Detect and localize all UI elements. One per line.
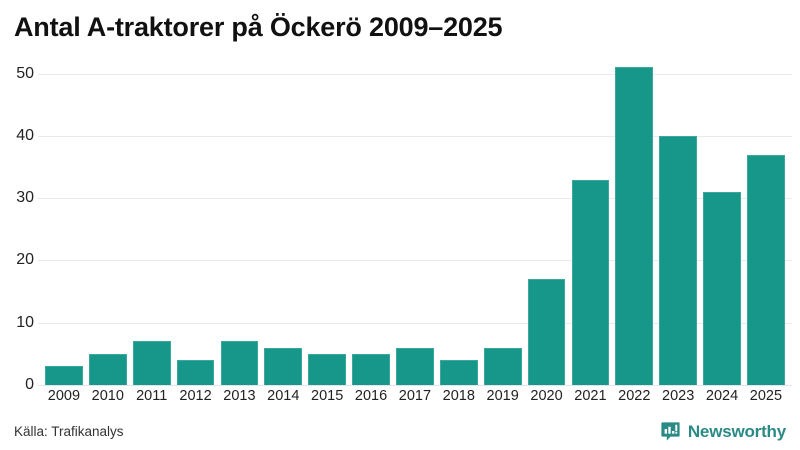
bar-slot-2014 — [261, 55, 305, 385]
source-note: Källa: Trafikanalys — [14, 424, 124, 439]
bar-2014[interactable] — [264, 347, 303, 385]
bar-2010[interactable] — [88, 353, 127, 385]
x-tick-label: 2020 — [530, 388, 563, 404]
bar-2017[interactable] — [396, 347, 434, 385]
y-tick-label: 20 — [16, 251, 34, 269]
gridline — [38, 135, 792, 137]
bar-2015[interactable] — [308, 353, 347, 385]
x-tick-label: 2016 — [354, 388, 388, 404]
bar-slot-2012 — [174, 55, 218, 385]
bar-2023[interactable] — [659, 135, 698, 385]
bar-slot-2019 — [481, 55, 525, 385]
bar-2012[interactable] — [176, 360, 215, 385]
bar-slot-2010 — [86, 55, 130, 385]
newsworthy-logo[interactable]: Newsworthy — [660, 421, 786, 442]
bar-2021[interactable] — [571, 179, 610, 385]
bar-slot-2009 — [42, 55, 86, 385]
gridline — [38, 322, 792, 324]
x-tick-label: 2021 — [574, 388, 607, 404]
plot-area: 0 10 20 30 40 50 — [0, 55, 800, 393]
x-tick-label: 2018 — [442, 388, 475, 404]
bar-2022[interactable] — [615, 67, 654, 385]
bar-slot-2016 — [349, 55, 393, 385]
y-axis: 0 10 20 30 40 50 — [0, 55, 38, 393]
x-tick-label: 2017 — [398, 388, 432, 404]
bar-slot-2015 — [305, 55, 349, 385]
bar-slot-2018 — [437, 55, 481, 385]
x-tick-label: 2023 — [662, 388, 695, 404]
gridlines — [38, 55, 792, 386]
chart-footer: Källa: Trafikanalys Newsworthy — [0, 418, 800, 450]
x-tick-label: 2022 — [618, 388, 651, 404]
gridline — [38, 385, 792, 386]
y-tick-label: 50 — [16, 64, 34, 82]
gridline — [38, 260, 792, 262]
y-tick-label: 40 — [16, 126, 34, 144]
x-tick-label: 2013 — [223, 388, 256, 404]
y-tick-label: 10 — [16, 313, 34, 331]
bar-2024[interactable] — [703, 191, 741, 385]
bar-2019[interactable] — [483, 347, 522, 385]
bar-slot-2020 — [525, 55, 569, 385]
bar-slot-2025 — [744, 55, 788, 385]
x-tick-label: 2011 — [136, 388, 168, 404]
bar-2020[interactable] — [527, 279, 566, 385]
bar-slot-2023 — [656, 55, 700, 385]
bar-slot-2024 — [700, 55, 744, 385]
bar-slot-2013 — [218, 55, 262, 385]
bar-2025[interactable] — [747, 154, 785, 385]
x-tick-label: 2012 — [179, 388, 212, 404]
bar-2016[interactable] — [352, 353, 390, 385]
bar-2013[interactable] — [220, 341, 259, 385]
gridline — [38, 198, 792, 200]
x-tick-label: 2025 — [749, 388, 783, 404]
bar-2018[interactable] — [439, 360, 478, 385]
bar-slot-2017 — [393, 55, 437, 385]
page-title: Antal A-traktorer på Öckerö 2009–2025 — [14, 12, 503, 42]
y-tick-label: 0 — [25, 376, 34, 393]
bar-slot-2021 — [569, 55, 613, 385]
bar-2011[interactable] — [132, 341, 171, 385]
bar-chart-bubble-icon — [661, 422, 680, 441]
x-tick-label: 2015 — [311, 388, 344, 404]
x-tick-label: 2010 — [91, 388, 124, 404]
brand-name: Newsworthy — [687, 421, 786, 441]
bar-slot-2022 — [612, 55, 656, 385]
bar-2009[interactable] — [45, 366, 83, 385]
x-tick-label: 2009 — [47, 388, 81, 404]
y-tick-label: 30 — [16, 189, 34, 207]
x-tick-label: 2024 — [705, 388, 739, 404]
gridline — [38, 73, 792, 75]
x-tick-label: 2019 — [486, 388, 519, 404]
bar-series — [38, 55, 792, 385]
bar-slot-2011 — [130, 55, 174, 385]
x-axis: 2009 2010 2011 2012 2013 2014 2015 2016 2017 2018… — [38, 388, 792, 410]
x-tick-label: 2014 — [267, 388, 300, 404]
